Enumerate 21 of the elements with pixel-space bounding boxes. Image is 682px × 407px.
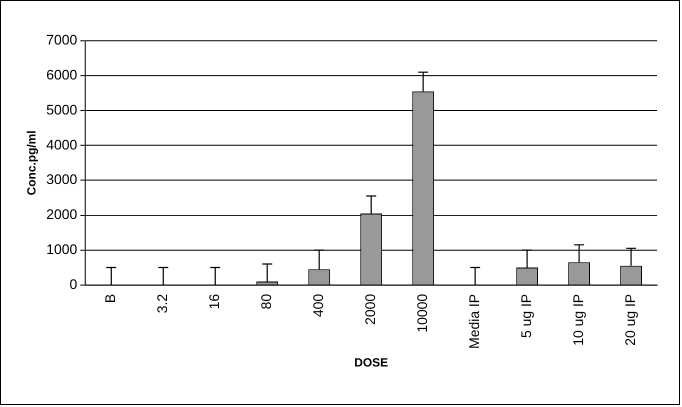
y-axis-title: Conc.pg/ml — [24, 130, 38, 196]
x-tick-label: 2000 — [362, 294, 378, 325]
x-tick-label: 400 — [310, 294, 326, 318]
y-tick-label: 3000 — [46, 171, 78, 188]
x-tick-label: 10000 — [414, 294, 430, 333]
x-tick-label: 5 ug IP — [518, 294, 534, 338]
x-tick-label: 16 — [206, 294, 222, 310]
x-tick-label: 3.2 — [154, 294, 170, 314]
x-tick-label: 80 — [258, 294, 274, 310]
y-tick-label: 6000 — [46, 66, 78, 83]
y-tick-label: 5000 — [46, 101, 78, 118]
y-tick-label: 0 — [70, 276, 78, 292]
x-tick-label: B — [102, 294, 118, 304]
x-tick-label: Media IP — [466, 294, 482, 349]
y-tick-label: 4000 — [46, 136, 78, 152]
y-tick-label: 1000 — [46, 240, 78, 257]
y-tick-label: 7000 — [46, 32, 78, 48]
y-tick-label: 2000 — [46, 206, 78, 222]
x-tick-label: 20 ug IP — [622, 294, 638, 346]
x-tick-label: 10 ug IP — [570, 294, 586, 346]
x-axis-title: DOSE — [354, 355, 388, 370]
